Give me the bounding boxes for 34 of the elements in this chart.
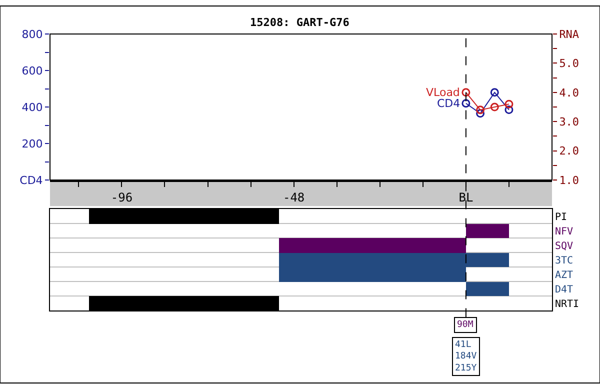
y2-tick-label: 1.0	[559, 174, 580, 187]
x-tick-label: BL	[458, 190, 474, 204]
point	[476, 109, 485, 118]
y2-tick-label: 4.0	[559, 86, 580, 100]
y-tick-label: CD4	[20, 174, 43, 187]
series-label: VLoad	[426, 86, 460, 99]
y-tick-label: 400	[22, 100, 43, 114]
y2-tick-label: 2.0	[559, 144, 580, 158]
text: 41L 184V 215Y	[455, 340, 478, 374]
series-label: CD4	[437, 97, 460, 110]
chart-title: 15208: GART-G76	[250, 16, 350, 29]
y-tick-label: NFV	[555, 226, 574, 238]
y-tick-label: 800	[22, 28, 43, 41]
x-tick-label: -96	[110, 190, 133, 204]
y-tick-label: 600	[22, 64, 43, 78]
y-tick-label: PI	[555, 212, 568, 223]
y-tick-label: 3TC	[555, 255, 574, 266]
point	[462, 88, 470, 97]
y2-tick-label: 3.0	[559, 115, 580, 128]
y-tick-label: D4T	[555, 284, 574, 296]
y2-tick-label: 5.0	[559, 57, 580, 70]
point	[462, 99, 470, 108]
y-tick-label: 200	[22, 137, 43, 150]
y-tick-label: SQV	[555, 240, 574, 252]
point	[504, 100, 514, 108]
point	[476, 106, 485, 114]
point	[490, 88, 499, 97]
y2-tick-label: RNA	[559, 28, 580, 41]
x-tick-label: -48	[282, 190, 305, 204]
point	[490, 102, 499, 112]
text: 90M	[457, 320, 474, 330]
y-tick-label: AZT	[555, 270, 574, 281]
y-tick-label: NRTI	[555, 298, 580, 310]
point	[504, 106, 514, 114]
